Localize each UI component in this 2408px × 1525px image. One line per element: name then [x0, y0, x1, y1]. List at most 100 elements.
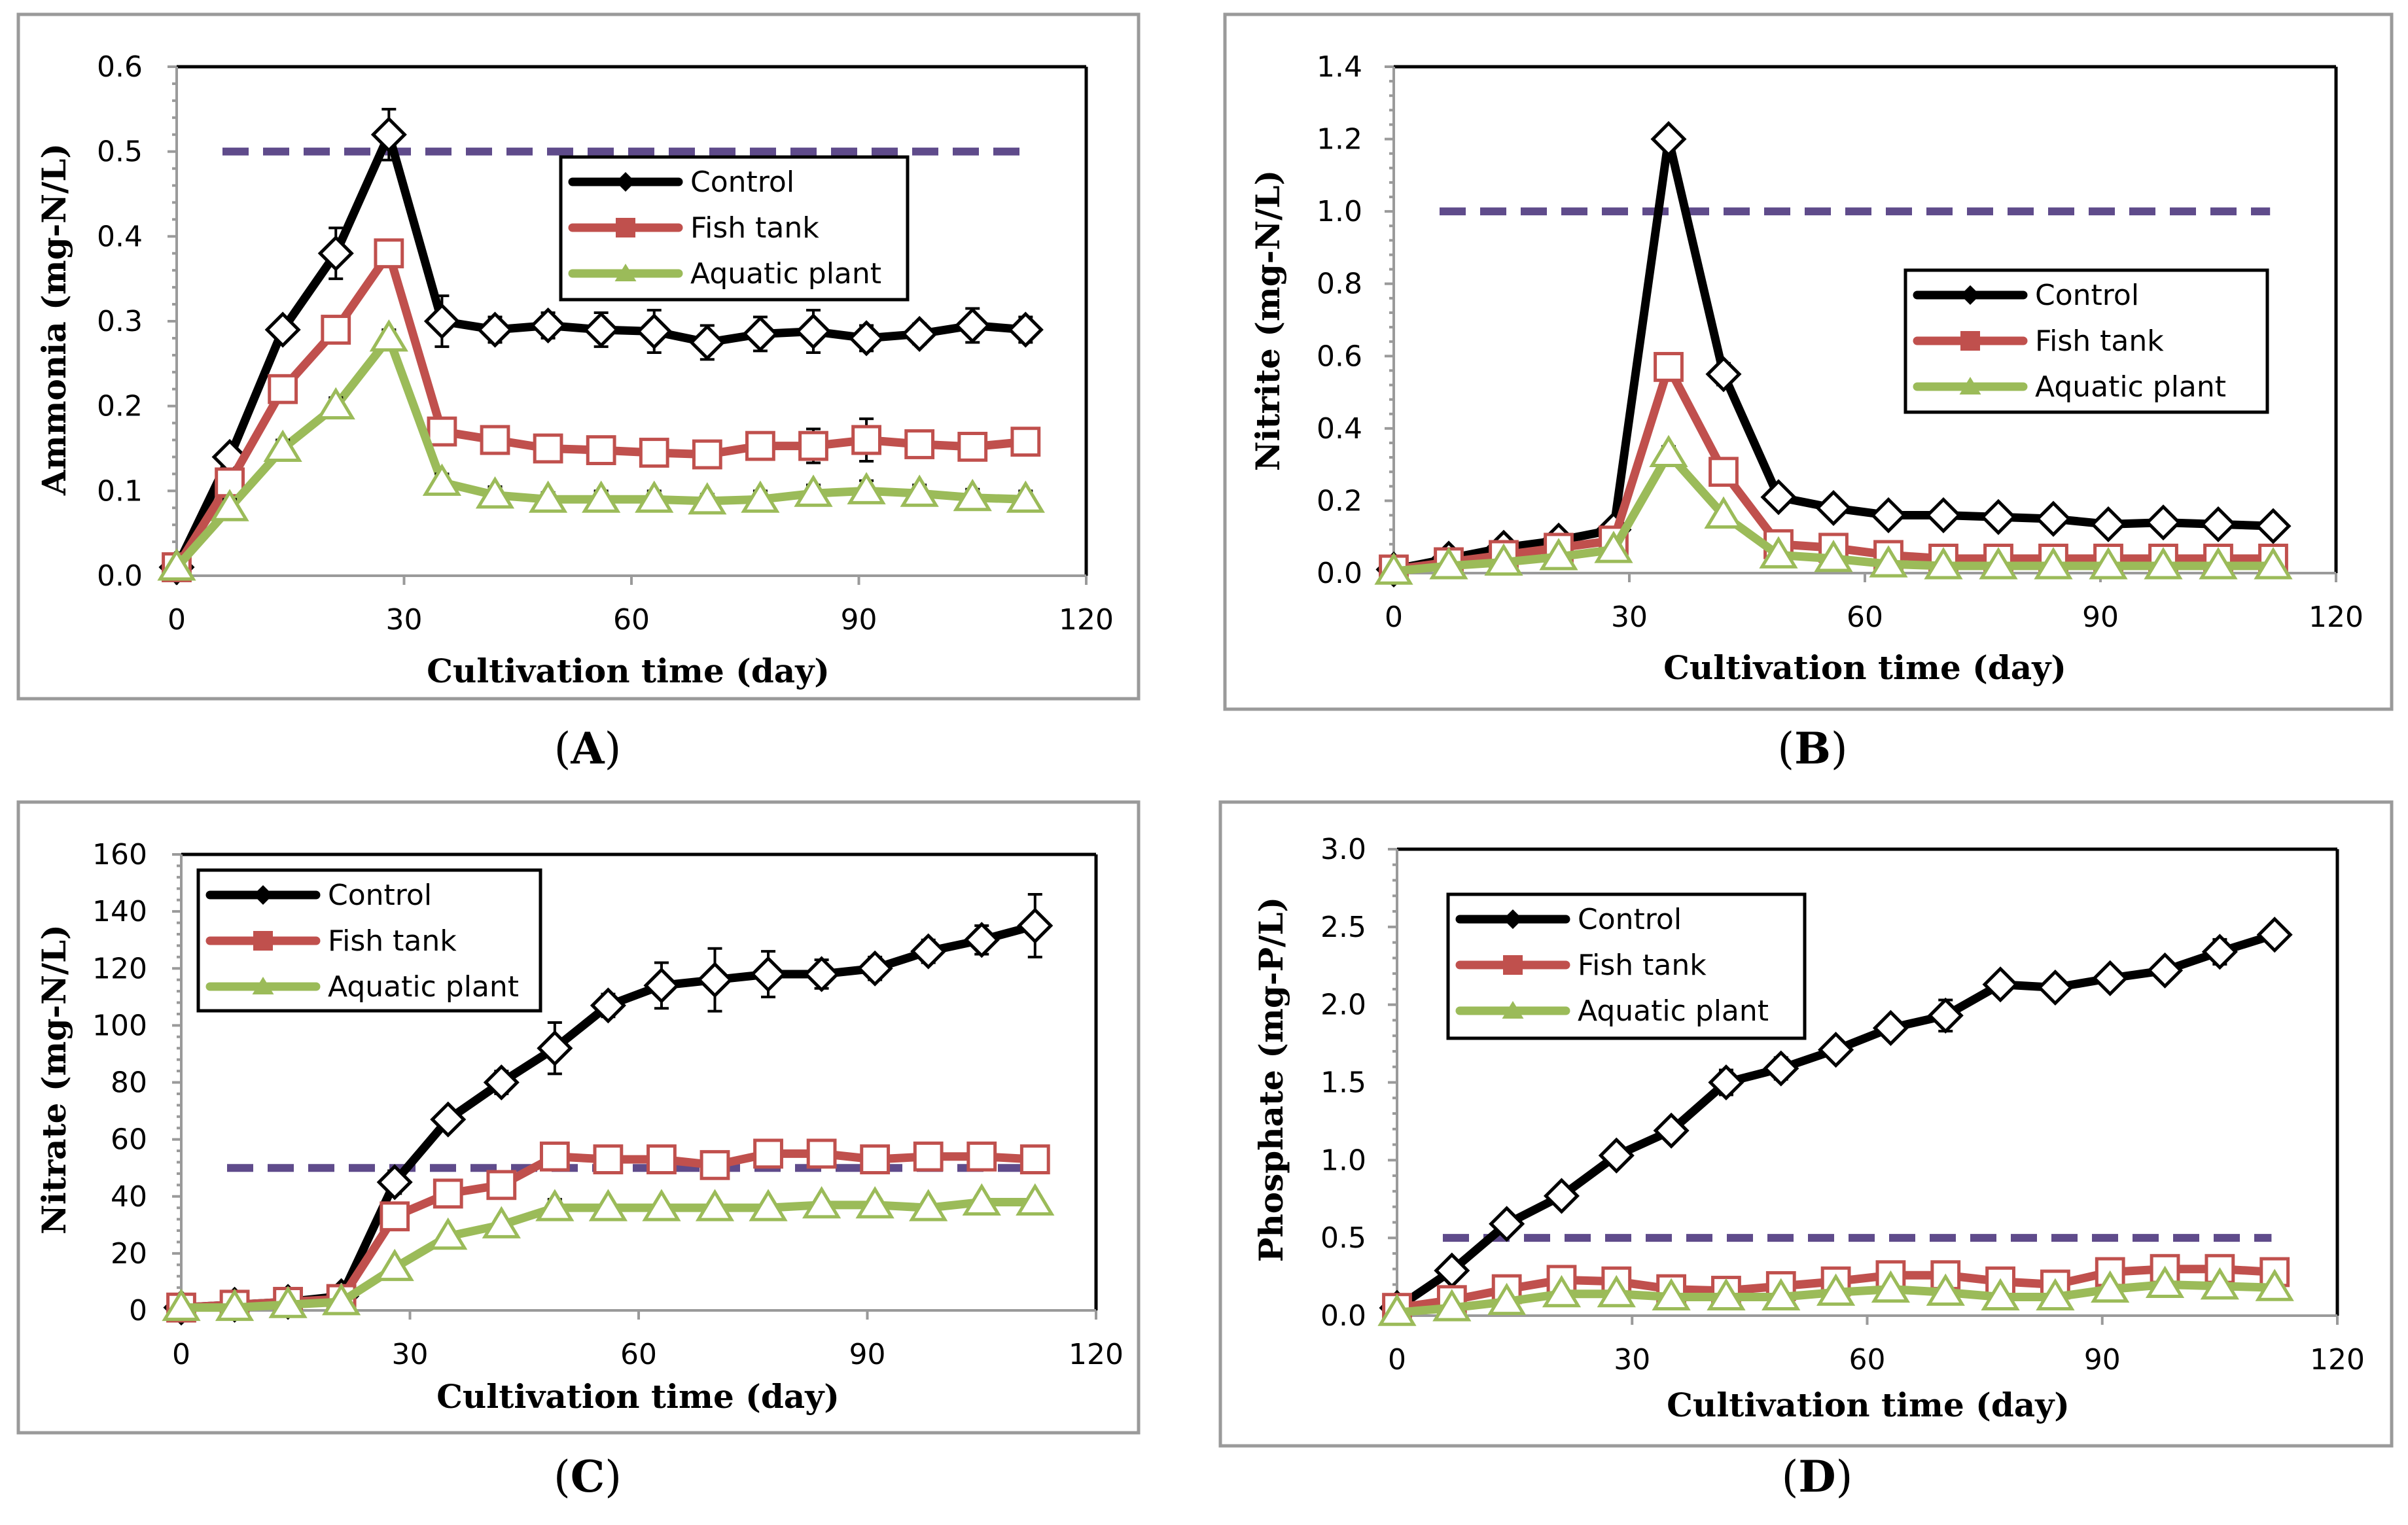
y-tick-label: 0.4	[1317, 412, 1362, 446]
data-point-aquatic-plant	[2254, 547, 2293, 580]
x-tick-label: 60	[613, 603, 650, 637]
data-point-control	[963, 922, 1000, 958]
data-point-aquatic-plant	[482, 1206, 521, 1238]
panel-c: 0 20 40 60 80 100 120 140 160 0 30 60 90 120 Nitrate (…	[16, 800, 1141, 1502]
legend-label-aquatic-plant: Aquatic plant	[2035, 370, 2226, 404]
panel-label: (C)	[554, 1451, 622, 1502]
legend-label-control: Control	[328, 879, 432, 912]
data-point-control	[1543, 1178, 1580, 1214]
y-tick-label: 80	[111, 1066, 147, 1100]
x-tick-label: 90	[841, 603, 877, 637]
legend-marker-aquatic-plant	[1959, 377, 1981, 394]
panel-label: (A)	[554, 723, 622, 774]
y-axis-title: Nitrite (mg-N/L)	[1248, 170, 1287, 472]
legend: Control Fish tank Aquatic plant	[196, 868, 542, 1013]
panel-label: (B)	[1777, 723, 1847, 774]
legend-marker-control	[253, 885, 273, 905]
y-tick-label: 0.2	[1317, 484, 1362, 517]
data-point-fish-tank	[374, 238, 404, 269]
legend-marker-aquatic-plant	[1502, 1001, 1524, 1019]
y-tick-label: 0.0	[97, 559, 143, 593]
data-point-aquatic-plant	[1816, 1273, 1856, 1306]
y-tick-label: 0.0	[1317, 557, 1362, 590]
x-tick-label: 30	[386, 603, 423, 637]
data-point-fish-tank	[798, 430, 828, 461]
data-point-aquatic-plant	[2144, 547, 2183, 580]
data-point-aquatic-plant	[1869, 545, 1908, 578]
data-point-control	[1925, 497, 1962, 534]
legend-marker-fish-tank	[253, 931, 273, 951]
data-point-control	[2147, 952, 2184, 989]
data-point-control	[1870, 497, 1907, 534]
data-point-control	[742, 315, 779, 352]
legend-marker-fish-tank	[1503, 955, 1523, 975]
data-point-aquatic-plant	[2200, 1267, 2239, 1300]
x-tick-label: 120	[1069, 1338, 1124, 1371]
x-tick-label: 0	[1385, 601, 1403, 634]
data-point-aquatic-plant	[1429, 547, 1468, 580]
data-point-fish-tank	[957, 432, 988, 462]
legend-marker-control	[616, 172, 635, 192]
y-tick-label: 0.1	[97, 474, 143, 508]
data-point-control	[1815, 489, 1852, 527]
data-point-control	[1927, 997, 1964, 1034]
panel-d: 0.0 0.5 1.0 1.5 2.0 2.5 3.0 0 30 60 90 120 Phosphate…	[1218, 800, 2394, 1502]
y-tick-label: 1.2	[1317, 123, 1362, 156]
y-tick-label: 2.0	[1320, 989, 1366, 1022]
data-point-control	[643, 967, 680, 1004]
data-point-aquatic-plant	[635, 480, 674, 513]
data-point-control	[583, 311, 620, 348]
data-point-control	[1763, 1050, 1799, 1087]
data-point-aquatic-plant	[268, 1286, 308, 1318]
data-point-control	[901, 315, 938, 352]
data-point-control	[430, 1101, 467, 1138]
y-tick-label: 2.5	[1320, 911, 1366, 944]
data-point-control	[530, 307, 567, 344]
data-point-aquatic-plant	[210, 489, 249, 521]
data-point-aquatic-plant	[316, 387, 355, 420]
data-point-aquatic-plant	[695, 1189, 735, 1221]
data-point-control	[2256, 917, 2293, 953]
series-aquatic-plant	[1377, 1265, 2294, 1326]
y-tick-label: 0.8	[1317, 268, 1362, 301]
y-tick-label: 0.6	[1317, 340, 1362, 373]
data-point-control	[1705, 356, 1742, 393]
y-tick-label: 160	[92, 838, 147, 871]
data-point-fish-tank	[1654, 351, 1684, 382]
x-tick-label: 90	[2082, 601, 2119, 634]
data-point-aquatic-plant	[855, 1185, 894, 1219]
data-point-control	[370, 116, 407, 153]
data-point-control	[1007, 311, 1044, 348]
data-point-control	[689, 324, 726, 360]
data-point-aquatic-plant	[1924, 547, 1963, 580]
y-axis-title: Phosphate (mg-P/L)	[1252, 897, 1290, 1262]
data-point-fish-tank	[745, 430, 775, 461]
data-point-aquatic-plant	[1707, 1278, 1746, 1310]
data-point-aquatic-plant	[688, 482, 727, 515]
data-point-control	[483, 1064, 520, 1101]
data-point-fish-tank	[321, 315, 351, 345]
data-point-control	[590, 987, 626, 1024]
data-point-fish-tank	[433, 1178, 463, 1209]
data-point-fish-tank	[966, 1141, 997, 1172]
y-tick-label: 120	[92, 952, 147, 985]
y-tick-label: 100	[92, 1009, 147, 1042]
data-point-control	[2145, 504, 2182, 541]
series-control	[158, 107, 1044, 586]
data-point-fish-tank	[593, 1144, 624, 1175]
data-point-aquatic-plant	[1594, 531, 1633, 563]
data-point-fish-tank	[692, 439, 722, 470]
x-axis-title: Cultivation time (day)	[1667, 1386, 2070, 1424]
data-point-aquatic-plant	[157, 548, 196, 581]
y-tick-label: 0.3	[97, 305, 143, 338]
legend: Control Fish tank Aquatic plant	[1446, 892, 1807, 1040]
data-point-control	[1818, 1032, 1854, 1068]
data-point-control	[537, 1030, 573, 1066]
data-point-aquatic-plant	[900, 474, 939, 507]
data-point-aquatic-plant	[2089, 547, 2128, 580]
x-tick-label: 0	[1388, 1343, 1406, 1376]
data-point-aquatic-plant	[588, 1189, 628, 1221]
legend-label-fish-tank: Fish tank	[1578, 949, 1707, 982]
data-point-fish-tank	[1709, 457, 1739, 487]
data-point-fish-tank	[268, 374, 298, 404]
